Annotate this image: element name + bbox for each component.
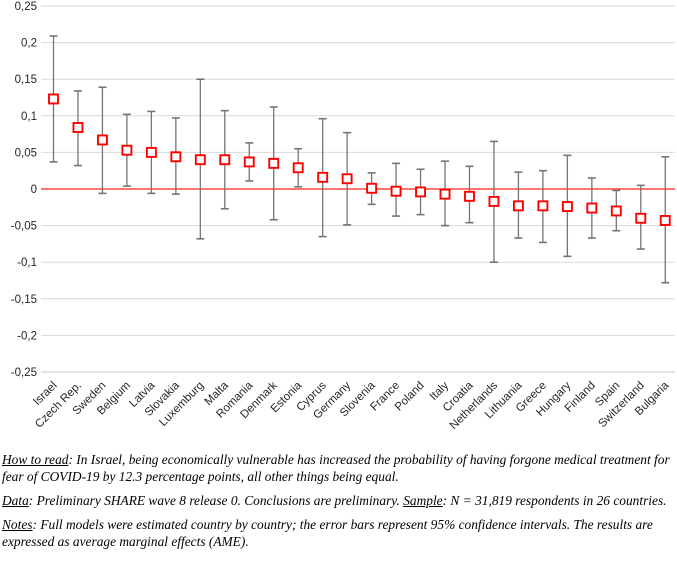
data-point-france — [390, 185, 402, 197]
data-point-slovenia — [366, 182, 378, 194]
data-point-romania — [243, 156, 255, 168]
data-point-luxemburg — [194, 154, 206, 166]
data-point-italy — [439, 188, 451, 200]
note-notes: Notes: Full models were estimated countr… — [2, 517, 674, 551]
y-axis-tick-label: -0,15 — [11, 294, 37, 306]
y-axis-tick-label: -0,2 — [17, 330, 37, 342]
data-point-latvia — [145, 146, 157, 158]
y-axis-tick-label: -0,05 — [11, 221, 37, 233]
data-point-switzerland — [635, 212, 647, 224]
note-how-to-read-label: How to read — [2, 452, 69, 467]
y-axis-tick-label: 0,15 — [15, 74, 37, 86]
note-sample-label: Sample — [403, 492, 443, 508]
y-axis-tick-label: -0,25 — [11, 367, 37, 379]
ame-errorbar-chart: 0,25 0,2 0,15 0,1 0,05 0 -0,05 -0,1 -0,15 -0,2 -0,… — [11, 1, 675, 432]
y-axis-tick-label: 0,25 — [15, 1, 37, 13]
note-notes-label: Notes — [2, 516, 33, 532]
data-point-israel — [48, 93, 59, 105]
data-point-bulgaria — [659, 215, 671, 226]
note-data-sample: Data: Preliminary SHARE wave 8 release 0… — [2, 493, 674, 510]
data-point-denmark — [268, 157, 280, 169]
data-point-cyprus — [317, 171, 329, 183]
data-point-netherlands — [488, 195, 500, 207]
data-point-malta — [219, 154, 231, 166]
note-how-to-read-text: : In Israel, being economically vulnerab… — [2, 452, 670, 484]
y-axis-tick-label: -0,1 — [17, 257, 37, 269]
y-axis-tick-label: 0,1 — [21, 111, 37, 123]
y-axis-tick-label: 0,2 — [21, 38, 37, 50]
data-point-poland — [415, 186, 426, 198]
data-point-greece — [537, 200, 549, 212]
data-point-lithuania — [512, 200, 524, 212]
note-sample-text: : N = 31,819 respondents in 26 countries… — [442, 492, 667, 508]
data-point-sweden — [96, 134, 108, 146]
note-data-label: Data — [2, 492, 29, 508]
note-how-to-read: How to read: In Israel, being economical… — [2, 452, 674, 486]
y-axis-tick-label: 0 — [31, 184, 37, 196]
data-point-finland — [586, 202, 598, 214]
data-point-belgium — [121, 144, 133, 156]
data-point-czech-rep- — [72, 122, 84, 133]
data-point-germany — [341, 173, 353, 185]
data-point-hungary — [561, 201, 573, 213]
note-data-text: : Preliminary SHARE wave 8 release 0. Co… — [28, 492, 404, 508]
chart-canvas: 0,25 0,2 0,15 0,1 0,05 0 -0,05 -0,1 -0,15 -0,2 -0,… — [11, 1, 675, 432]
note-notes-text: : Full models were estimated country by … — [2, 516, 653, 549]
data-point-slovakia — [170, 151, 182, 163]
data-point-croatia — [464, 190, 475, 202]
figure-notes: How to read: In Israel, being economical… — [2, 452, 674, 557]
data-point-spain — [610, 205, 622, 217]
data-point-estonia — [292, 162, 304, 174]
y-axis-tick-label: 0,05 — [15, 147, 37, 159]
